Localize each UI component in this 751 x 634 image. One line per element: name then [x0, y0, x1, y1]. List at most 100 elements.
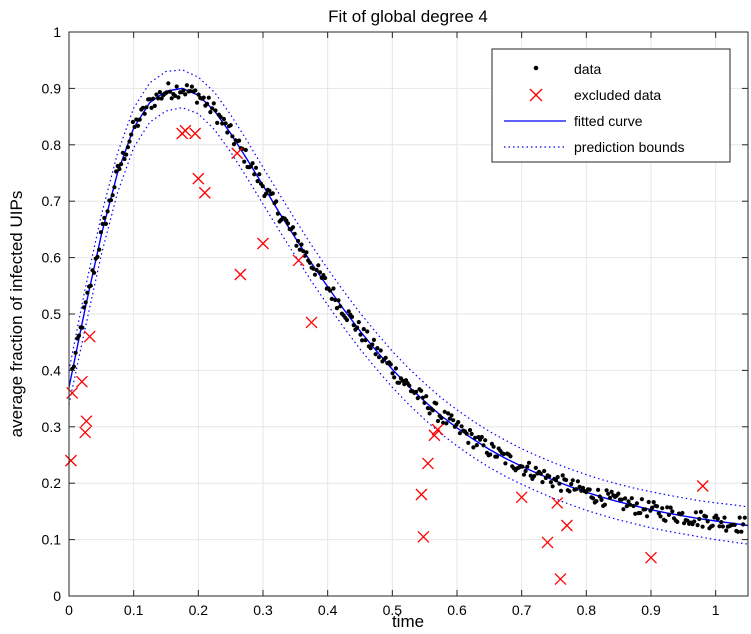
- excluded-point: [231, 147, 244, 160]
- data-point: [629, 496, 634, 501]
- data-point: [675, 519, 680, 525]
- prediction-bounds: [68, 69, 749, 545]
- legend-dot-marker: [533, 65, 539, 71]
- data-point: [225, 130, 230, 135]
- data-point: [290, 225, 296, 230]
- data-point: [371, 337, 376, 342]
- data-point: [370, 342, 375, 347]
- data-point: [434, 401, 439, 406]
- data-point: [296, 238, 301, 244]
- data-point: [644, 514, 650, 519]
- data-point: [368, 346, 373, 351]
- data-point: [231, 142, 237, 147]
- data-point: [388, 362, 393, 367]
- excluded-point: [83, 330, 96, 343]
- data-point: [255, 179, 260, 184]
- data-point: [297, 247, 302, 252]
- data-point: [479, 434, 484, 440]
- data-point: [365, 329, 370, 334]
- data-point: [520, 464, 525, 469]
- data-point: [223, 121, 228, 126]
- excluded-point: [560, 519, 573, 532]
- data-point: [92, 270, 97, 275]
- data-point: [221, 116, 226, 122]
- data-point: [85, 290, 90, 295]
- data-point: [390, 371, 395, 376]
- data-point: [129, 132, 134, 137]
- data-point: [196, 92, 201, 97]
- data-point: [442, 409, 447, 414]
- data-point: [435, 418, 441, 424]
- data-point: [722, 515, 727, 520]
- data-point: [294, 243, 299, 248]
- data-point: [441, 420, 446, 425]
- excluded-point: [554, 573, 567, 586]
- data-point: [210, 106, 215, 111]
- excluded-point: [696, 480, 709, 492]
- data-point: [606, 491, 611, 496]
- data-point: [329, 296, 334, 301]
- data-point: [205, 101, 210, 106]
- x-tick-label: 0.7: [512, 602, 532, 618]
- data-point: [700, 524, 705, 529]
- data-point: [311, 266, 316, 271]
- data-point: [248, 164, 253, 169]
- data-point: [157, 90, 162, 95]
- data-point: [633, 511, 638, 516]
- y-tick-label: 0: [53, 588, 61, 604]
- data-point: [414, 389, 419, 394]
- data-point: [181, 88, 186, 93]
- data-point: [270, 191, 275, 196]
- data-point: [88, 283, 93, 288]
- data-point: [108, 198, 114, 203]
- data-point: [176, 95, 181, 100]
- data-point: [737, 515, 742, 520]
- excluded-point: [417, 530, 430, 543]
- data-point: [125, 145, 130, 150]
- excluded-point: [551, 496, 564, 509]
- data-point: [569, 482, 574, 487]
- data-point: [665, 505, 670, 510]
- y-tick-label: 0.5: [42, 306, 62, 322]
- data-point: [628, 502, 633, 507]
- data-point: [735, 529, 741, 534]
- data-point: [358, 332, 363, 337]
- data-point: [152, 103, 157, 108]
- data-point: [619, 497, 624, 502]
- data-point: [670, 509, 675, 514]
- data-point: [188, 89, 193, 94]
- data-point: [360, 338, 365, 343]
- data-point: [555, 475, 560, 480]
- data-point: [548, 480, 554, 485]
- data-point: [732, 522, 737, 528]
- data-point: [307, 260, 312, 265]
- data-point: [488, 452, 493, 457]
- data-point: [361, 327, 366, 332]
- data-point: [668, 505, 673, 510]
- data-point: [741, 522, 746, 527]
- excluded-point: [428, 429, 441, 442]
- data-point: [501, 451, 506, 457]
- data-point: [237, 138, 242, 143]
- data-point: [439, 415, 444, 421]
- data-point: [456, 420, 461, 425]
- data-point: [523, 468, 528, 474]
- data-points: [70, 81, 747, 534]
- data-point: [159, 96, 164, 101]
- data-point: [594, 499, 599, 504]
- data-point: [333, 297, 338, 303]
- data-point: [469, 431, 474, 437]
- data-point: [260, 184, 265, 189]
- data-point: [351, 323, 356, 328]
- data-point: [134, 117, 139, 122]
- data-point: [119, 162, 124, 167]
- data-point: [532, 474, 537, 479]
- data-point: [402, 382, 407, 387]
- excluded-point: [292, 254, 305, 267]
- data-point: [285, 221, 291, 226]
- data-point: [363, 338, 368, 343]
- excluded-point: [421, 457, 434, 470]
- data-point: [631, 503, 636, 509]
- data-point: [149, 105, 154, 110]
- data-point: [378, 348, 383, 353]
